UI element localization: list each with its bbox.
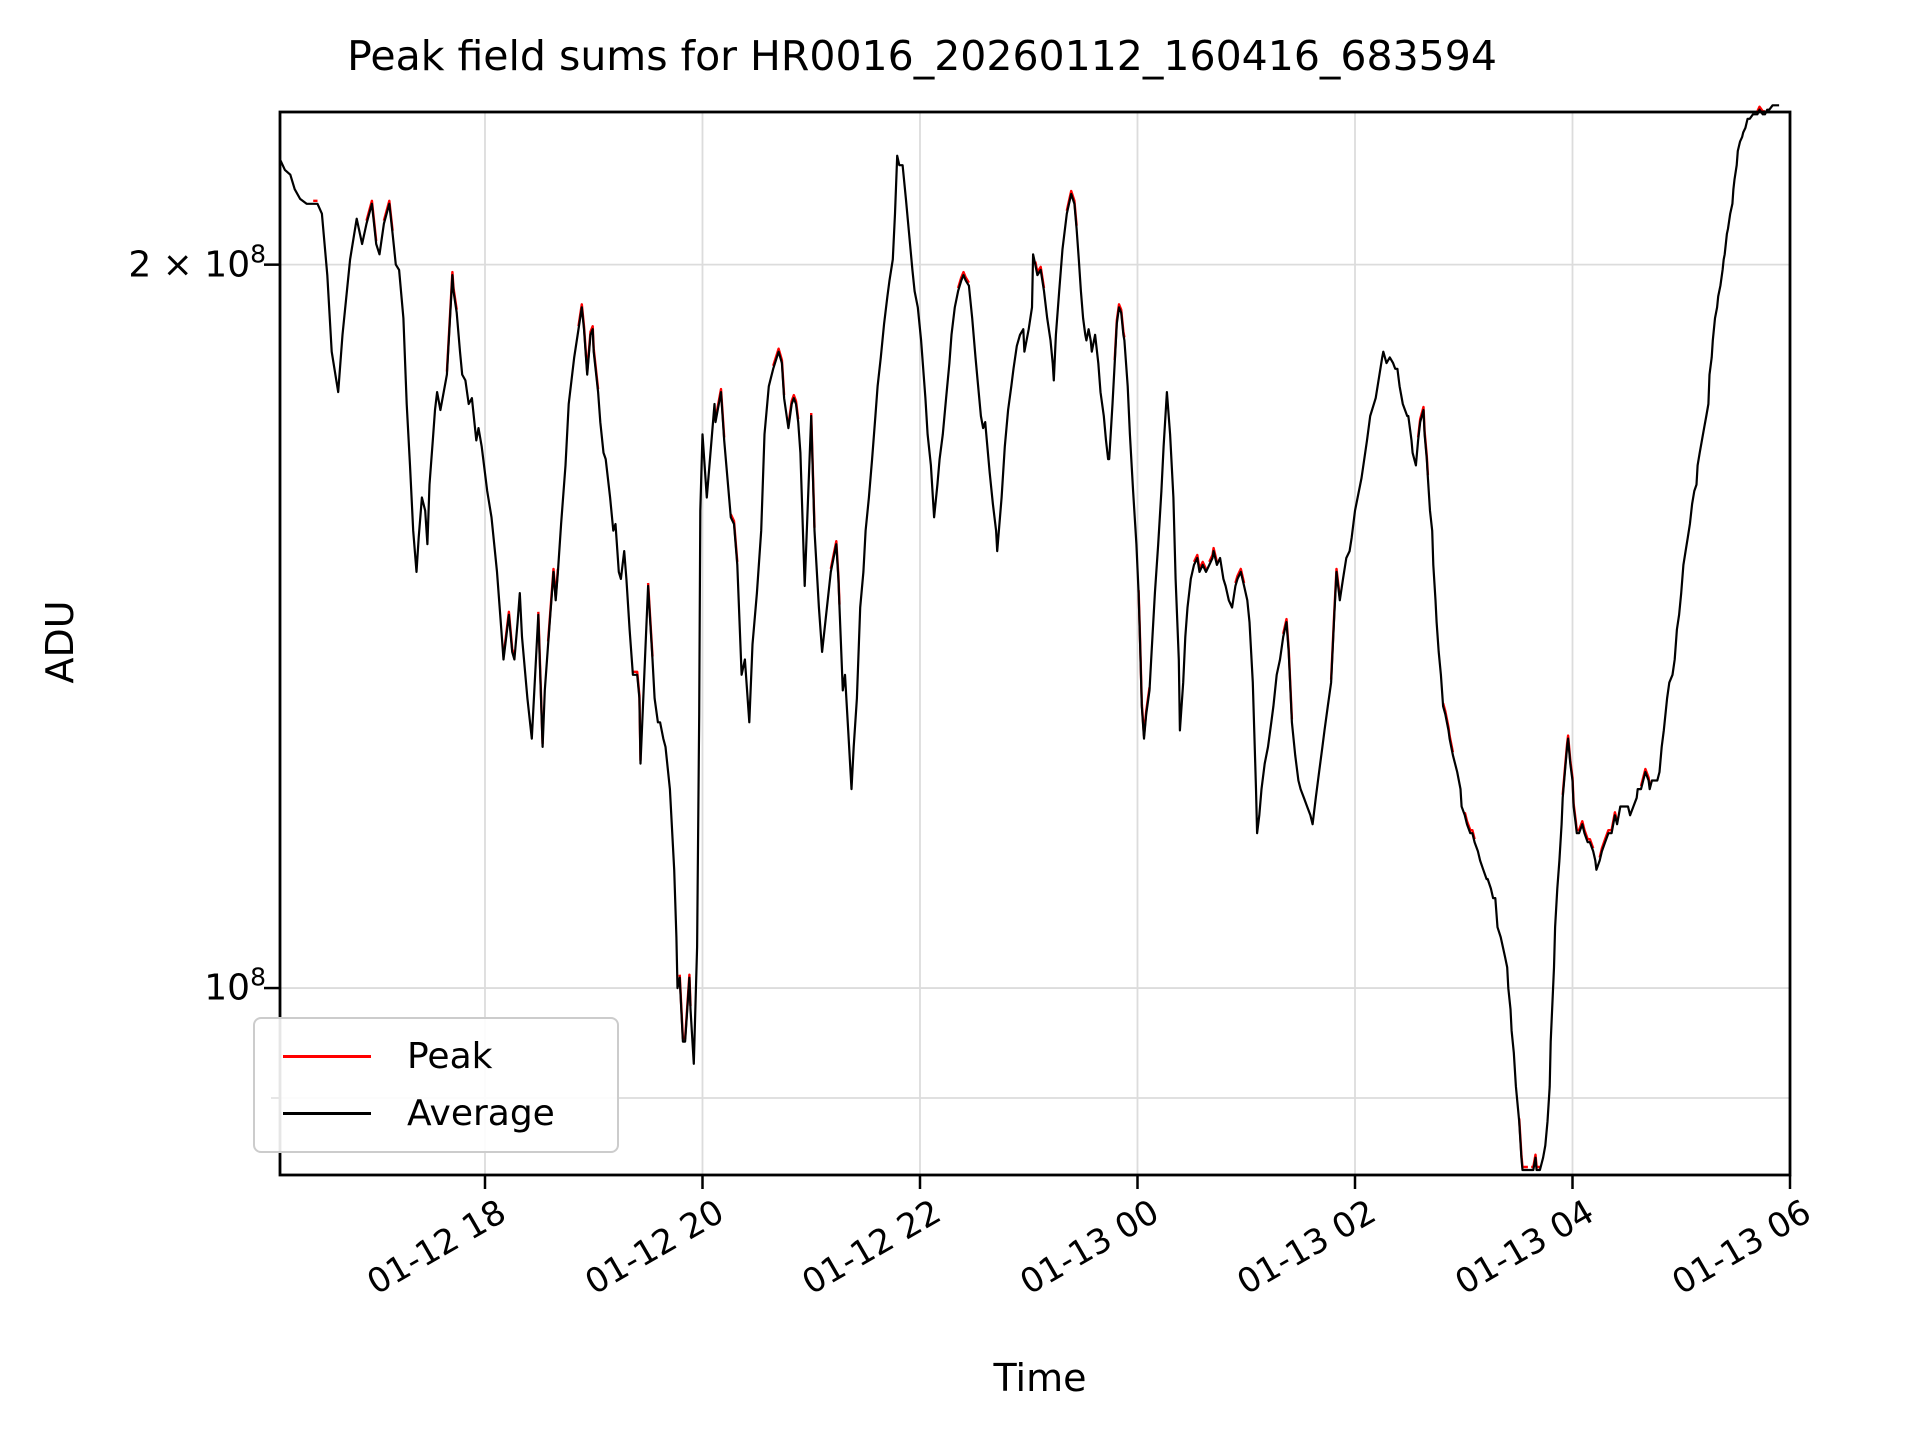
y-tick-label-0: 2 × 108 <box>128 239 266 286</box>
peak-line-swatch <box>283 1054 371 1058</box>
legend-label-average: Average <box>407 1093 555 1135</box>
chart-title: Peak field sums for HR0016_20260112_1604… <box>347 32 1497 80</box>
axes-frame <box>278 110 1792 1177</box>
y-tick-label-1: 108 <box>204 962 266 1009</box>
average-line-swatch <box>283 1112 371 1116</box>
legend-entry-peak: Peak <box>255 1036 617 1077</box>
legend-entry-average: Average <box>255 1093 617 1134</box>
legend: Peak Average <box>253 1017 619 1153</box>
legend-label-peak: Peak <box>407 1035 493 1077</box>
x-axis-label: Time <box>993 1356 1087 1400</box>
average-line <box>279 104 1780 1172</box>
y-axis-label: ADU <box>38 600 82 684</box>
peak-line <box>313 105 1765 1169</box>
